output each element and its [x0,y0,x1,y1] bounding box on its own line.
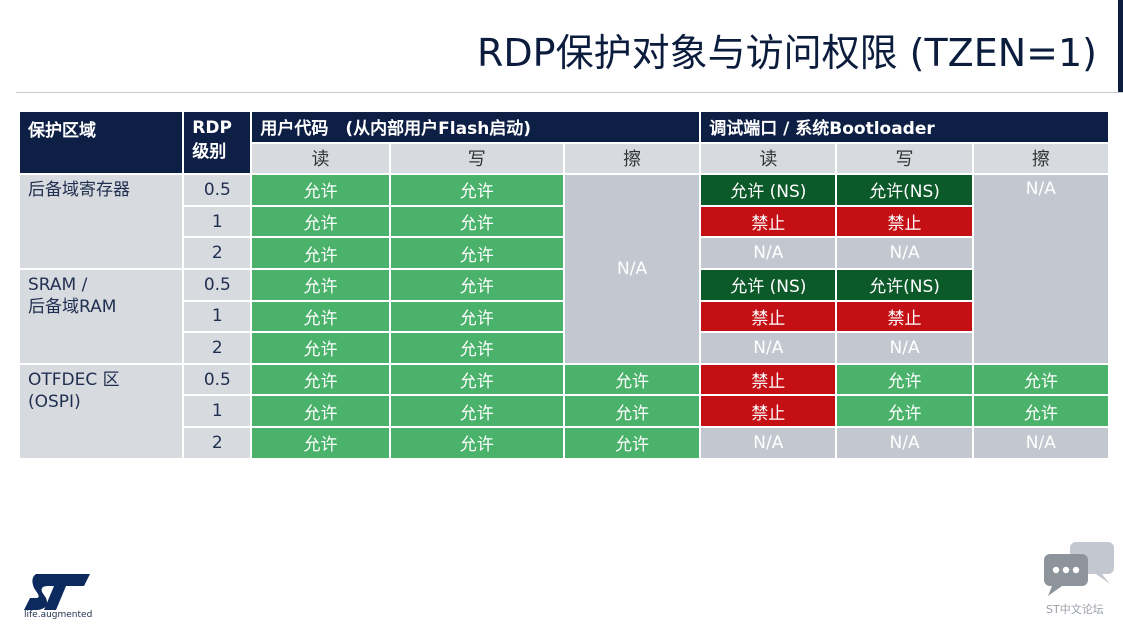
header-rdp-level: RDP 级别 [184,112,251,174]
debug-read-cell: N/A [701,427,836,458]
debug-write-cell: 允许(NS) [837,269,972,300]
header-debug-write: 写 [837,143,972,174]
rdp-level: 0.5 [184,269,251,300]
user-write-cell: 允许 [390,364,563,395]
debug-read-cell: 禁止 [701,396,836,426]
debug-erase-cell: N/A [973,427,1108,458]
page-title: RDP保护对象与访问权限 (TZEN=1) [476,31,1097,75]
header-user-read: 读 [252,143,389,174]
user-read-cell: 允许 [252,175,389,205]
rdp-access-table: 保护区域 RDP 级别 用户代码 (从内部用户Flash启动) 调试端口 / 系… [18,110,1110,460]
table-row: OTFDEC 区 (OSPI) 0.5 允许 允许 允许 禁止 允许 允许 [20,364,1108,458]
rdp-level: 2 [184,333,251,363]
user-read-cell: 允许 [252,396,389,426]
rdp-level: 2 [184,238,251,268]
debug-read-cell: 允许 (NS) [701,269,836,300]
region-otfdec-line2: (OSPI) [28,391,81,412]
rdp-level: 1 [184,396,251,426]
debug-erase-na-merged: N/A [973,175,1108,363]
table-row: 1 允许 允许 允许 禁止 允许 允许 [20,396,1108,426]
header-user-code: 用户代码 (从内部用户Flash启动) [252,112,700,142]
user-read-cell: 允许 [252,333,389,363]
debug-write-cell: N/A [837,427,972,458]
region-sram: SRAM / 后备域RAM [20,269,183,363]
region-otfdec: OTFDEC 区 (OSPI) [20,364,183,458]
rdp-level: 0.5 [184,364,251,395]
debug-erase-cell: 允许 [973,364,1108,395]
table-row: SRAM / 后备域RAM 0.5 允许 允许 允许 (NS) 允许(NS) [20,269,1108,363]
region-backup-registers: 后备域寄存器 [20,175,183,268]
chat-bubbles-icon[interactable] [1040,540,1116,600]
rdp-level: 2 [184,427,251,458]
header-rdp-line2: 级别 [192,142,227,162]
region-sram-line2: 后备域RAM [28,296,117,317]
user-write-cell: 允许 [390,269,563,300]
region-sram-line1: SRAM / [28,274,88,295]
debug-read-cell: N/A [701,238,836,268]
debug-read-cell: N/A [701,333,836,363]
debug-read-cell: 禁止 [701,206,836,237]
user-write-cell: 允许 [390,238,563,268]
header-row-1: 保护区域 RDP 级别 用户代码 (从内部用户Flash启动) 调试端口 / 系… [20,112,1108,174]
user-read-cell: 允许 [252,301,389,332]
debug-write-cell: 允许 [837,364,972,395]
title-divider [16,92,1123,93]
header-debug-erase: 擦 [973,143,1108,174]
debug-write-cell: N/A [837,333,972,363]
title-accent-bar [1118,0,1123,92]
user-write-cell: 允许 [390,333,563,363]
table-row: 后备域寄存器 0.5 允许 允许 N/A 允许 (NS) 允许(NS) N/A [20,175,1108,363]
debug-write-cell: 禁止 [837,206,972,237]
user-erase-na-merged: N/A [564,175,700,363]
st-logo-icon [24,574,90,610]
header-debug-read: 读 [701,143,836,174]
debug-read-cell: 禁止 [701,301,836,332]
community-label[interactable]: ST中文论坛 [1046,603,1104,616]
user-write-cell: 允许 [390,301,563,332]
header-user-erase: 擦 [564,143,700,174]
table-row: 2 允许 允许 允许 N/A N/A N/A [20,427,1108,458]
rdp-level: 0.5 [184,175,251,205]
debug-write-cell: N/A [837,238,972,268]
user-read-cell: 允许 [252,427,389,458]
user-write-cell: 允许 [390,206,563,237]
user-erase-cell: 允许 [564,396,700,426]
user-read-cell: 允许 [252,206,389,237]
header-user-write: 写 [390,143,563,174]
debug-write-cell: 禁止 [837,301,972,332]
rdp-level: 1 [184,301,251,332]
user-write-cell: 允许 [390,175,563,205]
user-erase-cell: 允许 [564,427,700,458]
debug-read-cell: 禁止 [701,364,836,395]
table-row: 2 允许 允许 N/A N/A [20,238,1108,268]
user-write-cell: 允许 [390,427,563,458]
user-read-cell: 允许 [252,364,389,395]
rdp-level: 1 [184,206,251,237]
header-debug-port: 调试端口 / 系统Bootloader [701,112,1108,142]
table-row: 1 允许 允许 禁止 禁止 [20,301,1108,332]
debug-erase-cell: 允许 [973,396,1108,426]
brand-tagline: life.augmented [24,610,93,620]
table-row: 2 允许 允许 N/A N/A [20,333,1108,363]
debug-write-cell: 允许(NS) [837,175,972,205]
header-row-2: 读 写 擦 读 写 擦 [20,143,1108,174]
header-rdp-line1: RDP [192,118,232,138]
user-erase-cell: 允许 [564,364,700,395]
table-row: 1 允许 允许 禁止 禁止 [20,206,1108,237]
user-read-cell: 允许 [252,238,389,268]
debug-read-cell: 允许 (NS) [701,175,836,205]
user-read-cell: 允许 [252,269,389,300]
user-write-cell: 允许 [390,396,563,426]
region-otfdec-line1: OTFDEC 区 [28,369,120,390]
header-region: 保护区域 [20,112,183,174]
debug-write-cell: 允许 [837,396,972,426]
